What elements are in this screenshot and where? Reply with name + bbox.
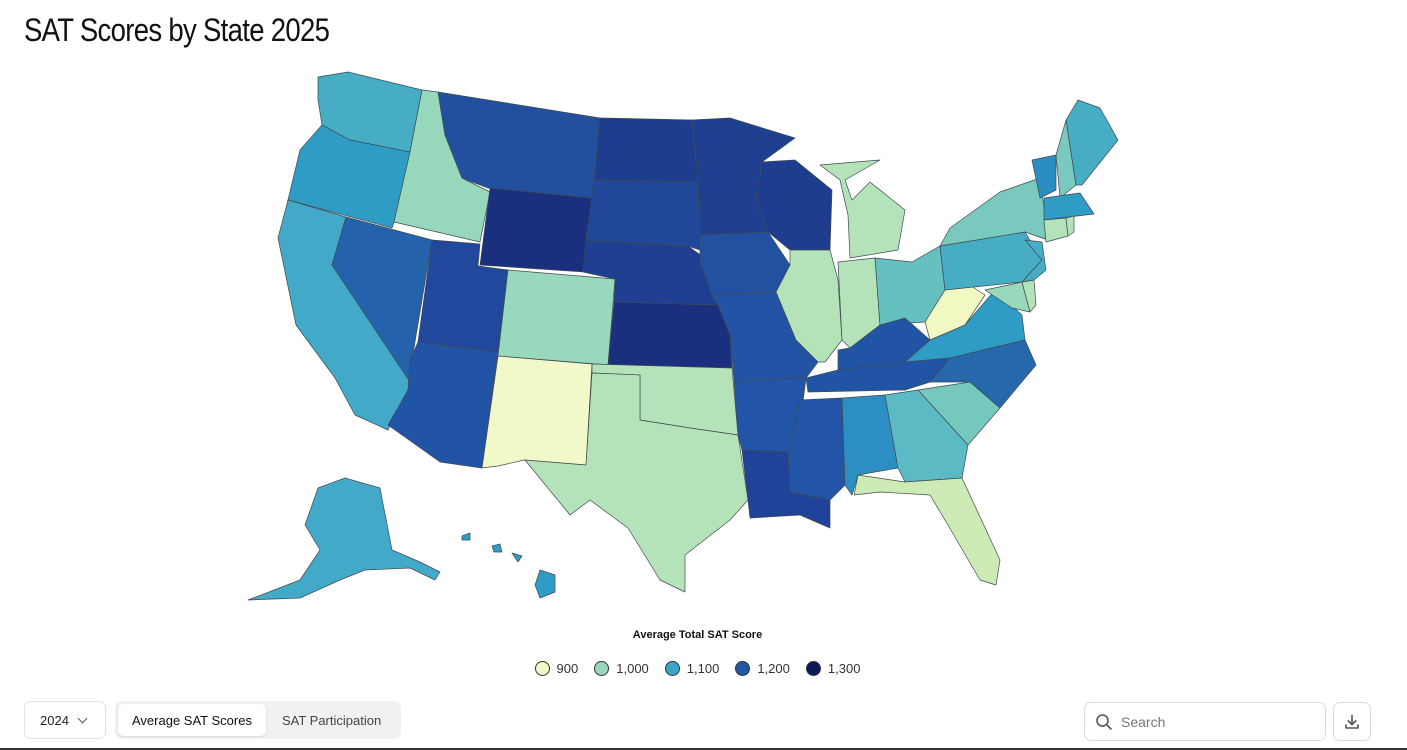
view-tabs: Average SAT Scores SAT Participation xyxy=(115,701,401,739)
state-NY[interactable] xyxy=(939,177,1049,247)
legend: 900 1,000 1,100 1,200 1,300 xyxy=(0,661,1395,676)
year-select-value: 2024 xyxy=(40,712,69,728)
state-TX[interactable] xyxy=(524,372,749,593)
state-AK[interactable] xyxy=(247,477,441,601)
legend-item-1100[interactable]: 1,100 xyxy=(664,661,720,676)
download-button[interactable] xyxy=(1333,702,1371,741)
state-WY[interactable] xyxy=(479,187,593,273)
legend-item-1200[interactable]: 1,200 xyxy=(735,661,790,676)
legend-swatch xyxy=(594,661,610,676)
legend-title: Average Total SAT Score xyxy=(632,629,763,641)
legend-swatch xyxy=(534,661,550,676)
state-ND[interactable] xyxy=(593,117,699,183)
legend-swatch xyxy=(664,661,680,676)
state-CO[interactable] xyxy=(497,269,616,366)
legend-label: 1,100 xyxy=(686,661,720,676)
year-select[interactable]: 2024 xyxy=(24,701,106,739)
legend-swatch xyxy=(805,661,821,676)
state-VT[interactable] xyxy=(1031,154,1057,199)
state-MI[interactable] xyxy=(819,159,906,259)
state-IL[interactable] xyxy=(775,249,843,363)
state-CT[interactable] xyxy=(1043,217,1069,243)
state-ME[interactable] xyxy=(1065,99,1119,186)
search-icon xyxy=(1096,713,1112,730)
legend-label: 900 xyxy=(556,661,579,676)
tab-average-sat-scores[interactable]: Average SAT Scores xyxy=(118,704,266,736)
search-box xyxy=(1084,702,1326,741)
legend-label: 1,000 xyxy=(616,661,649,676)
legend-swatch xyxy=(735,661,751,676)
legend-item-1000[interactable]: 1,000 xyxy=(594,661,649,676)
state-HI[interactable] xyxy=(461,532,556,599)
bottom-border xyxy=(0,748,1407,750)
state-SD[interactable] xyxy=(585,179,701,251)
state-NM[interactable] xyxy=(481,355,593,469)
legend-item-900[interactable]: 900 xyxy=(534,661,579,676)
state-MA[interactable] xyxy=(1043,192,1095,221)
chevron-down-icon xyxy=(77,713,88,723)
tab-sat-participation[interactable]: SAT Participation xyxy=(281,712,382,728)
legend-label: 1,300 xyxy=(827,661,861,676)
state-RI[interactable] xyxy=(1065,215,1075,237)
page-title: SAT Scores by State 2025 xyxy=(24,12,330,48)
states-layer xyxy=(247,71,1119,601)
legend-label: 1,200 xyxy=(757,661,790,676)
state-IA[interactable] xyxy=(699,231,791,296)
download-icon xyxy=(1345,714,1359,729)
state-KS[interactable] xyxy=(607,301,733,369)
legend-item-1300[interactable]: 1,300 xyxy=(805,661,861,676)
search-input[interactable] xyxy=(1119,712,1313,731)
state-NJ[interactable] xyxy=(1021,239,1047,283)
state-AZ[interactable] xyxy=(387,341,499,469)
us-choropleth-map xyxy=(247,71,1119,601)
state-FL[interactable] xyxy=(853,474,1001,586)
